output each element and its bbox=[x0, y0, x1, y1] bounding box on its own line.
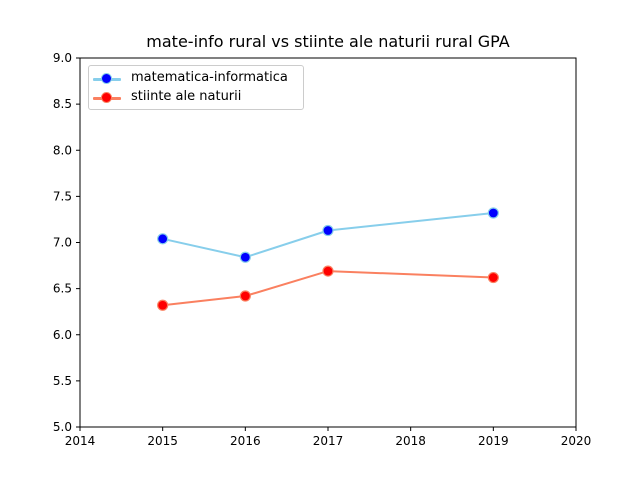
y-axis: 5.0 5.5 6.0 6.5 7.0 7.5 8.0 8.5 9.0 bbox=[53, 51, 80, 434]
legend: matematica-informatica stiinte ale natur… bbox=[88, 65, 304, 110]
x-tick-label: 2015 bbox=[147, 434, 178, 448]
y-tick-label: 7.0 bbox=[53, 236, 72, 250]
legend-item-stiinte-ale-naturii: stiinte ale naturii bbox=[89, 88, 303, 108]
data-point-matematica-informatica bbox=[239, 251, 251, 263]
y-tick-label: 6.0 bbox=[53, 328, 72, 342]
x-tick-label: 2017 bbox=[313, 434, 344, 448]
series-line-stiinte-ale-naturii bbox=[161, 270, 495, 307]
data-point-matematica-informatica bbox=[157, 233, 169, 245]
x-tick-label: 2019 bbox=[478, 434, 509, 448]
data-point-stiinte-ale-naturii bbox=[157, 299, 169, 311]
series-layer bbox=[157, 207, 499, 311]
series-line-matematica-informatica bbox=[161, 211, 495, 259]
legend-label-matematica-informatica: matematica-informatica bbox=[131, 70, 288, 85]
plot-area-frame bbox=[79, 57, 577, 428]
x-axis: 2014 2015 2016 2017 2018 2019 2020 bbox=[65, 427, 592, 448]
y-tick-label: 5.0 bbox=[53, 420, 72, 434]
x-tick-label: 2018 bbox=[395, 434, 426, 448]
data-point-stiinte-ale-naturii bbox=[487, 271, 499, 284]
data-point-stiinte-ale-naturii bbox=[322, 265, 334, 277]
x-tick-label: 2014 bbox=[65, 434, 96, 448]
y-tick-label: 5.5 bbox=[53, 374, 72, 388]
legend-item-matematica-informatica: matematica-informatica bbox=[89, 69, 303, 89]
y-tick-label: 8.0 bbox=[53, 143, 72, 157]
data-point-stiinte-ale-naturii bbox=[239, 290, 251, 302]
y-tick-label: 8.5 bbox=[53, 97, 72, 111]
chart-title: mate-info rural vs stiinte ale naturii r… bbox=[146, 32, 510, 51]
x-tick-label: 2020 bbox=[561, 434, 592, 448]
data-point-matematica-informatica bbox=[322, 224, 334, 237]
legend-marker-matematica-informatica bbox=[101, 73, 112, 84]
y-tick-label: 9.0 bbox=[53, 51, 72, 65]
x-tick-label: 2016 bbox=[230, 434, 261, 448]
y-tick-label: 6.5 bbox=[53, 282, 72, 296]
data-point-matematica-informatica bbox=[487, 207, 499, 219]
y-tick-label: 7.5 bbox=[53, 189, 72, 203]
legend-marker-stiinte-ale-naturii bbox=[101, 92, 112, 103]
legend-label-stiinte-ale-naturii: stiinte ale naturii bbox=[131, 89, 242, 104]
